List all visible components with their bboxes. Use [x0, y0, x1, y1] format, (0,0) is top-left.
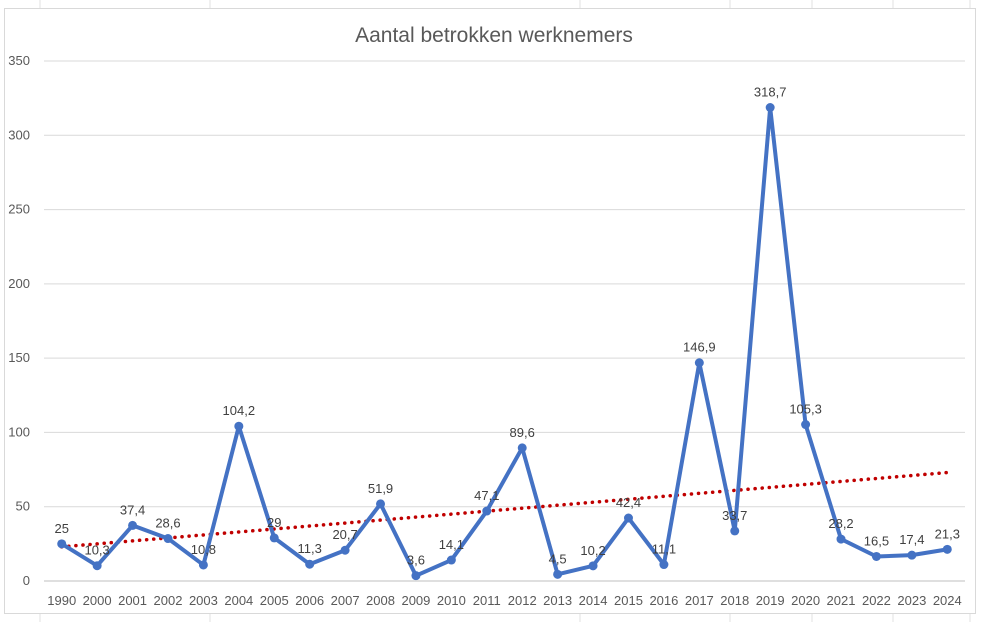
- data-label-layer: 25 10,3 37,4 28,6 10,8 104,2 29 11,3 20,7 51,9 3,6…: [54, 85, 959, 568]
- x-tick-label: 2007: [331, 593, 360, 608]
- data-label: 318,7: [754, 85, 787, 100]
- data-point: [57, 539, 67, 549]
- y-tick-label: 0: [23, 573, 30, 588]
- data-point: [588, 561, 598, 571]
- data-point: [836, 534, 846, 544]
- data-point: [694, 358, 704, 368]
- data-label: 3,6: [407, 553, 425, 568]
- x-tick-label: 1990: [47, 593, 76, 608]
- y-tick-label: 50: [16, 499, 30, 514]
- x-tick-label: 2017: [685, 593, 714, 608]
- data-label: 28,2: [828, 516, 853, 531]
- data-label: 37,4: [120, 502, 145, 517]
- y-tick-label: 200: [8, 276, 30, 291]
- x-tick-label: 2015: [614, 593, 643, 608]
- trendline: [59, 470, 950, 549]
- data-point: [907, 550, 917, 560]
- x-tick-label: 2014: [579, 593, 608, 608]
- data-point: [801, 420, 811, 430]
- chart-title: Aantal betrokken werknemers: [355, 24, 633, 47]
- x-tick-label: 2016: [649, 593, 678, 608]
- data-point: [305, 559, 315, 569]
- series-line: [59, 105, 950, 578]
- data-label: 4,5: [549, 551, 567, 566]
- x-tick-label: 2005: [260, 593, 289, 608]
- data-label: 42,4: [616, 495, 641, 510]
- y-tick-label: 300: [8, 127, 30, 142]
- data-label: 10,8: [191, 542, 216, 557]
- line-chart: Aantal betrokken werknemers 0 50 100 150 200…: [8, 24, 965, 608]
- x-tick-label: 2020: [791, 593, 820, 608]
- data-label: 89,6: [510, 425, 535, 440]
- chart-area[interactable]: Aantal betrokken werknemers 0 50 100 150 200…: [4, 8, 976, 614]
- x-axis-ticks: 1990 2000 2001 2002 2003 2004 2005 2006 2007 2008…: [47, 593, 961, 608]
- data-label: 10,2: [580, 543, 605, 558]
- data-label: 14,1: [439, 537, 464, 552]
- data-label: 17,4: [899, 532, 924, 547]
- x-tick-label: 2022: [862, 593, 891, 608]
- x-tick-label: 2012: [508, 593, 537, 608]
- gridlines: [44, 60, 965, 582]
- x-tick-label: 2001: [118, 593, 147, 608]
- data-point: [517, 443, 527, 453]
- y-tick-label: 350: [8, 53, 30, 68]
- x-tick-label: 2021: [827, 593, 856, 608]
- data-label: 21,3: [935, 526, 960, 541]
- x-tick-label: 2004: [224, 593, 253, 608]
- y-tick-label: 150: [8, 350, 30, 365]
- y-tick-label: 100: [8, 424, 30, 439]
- data-point: [623, 513, 633, 523]
- x-tick-label: 2013: [543, 593, 572, 608]
- data-point: [765, 103, 775, 113]
- y-axis-ticks: 0 50 100 150 200 250 300 350: [8, 53, 30, 588]
- data-point: [269, 533, 279, 543]
- data-point: [128, 520, 138, 530]
- data-label: 20,7: [332, 527, 357, 542]
- x-tick-label: 2010: [437, 593, 466, 608]
- x-tick-label: 2003: [189, 593, 218, 608]
- data-point: [411, 571, 421, 581]
- data-point: [659, 560, 669, 570]
- data-label: 16,5: [864, 533, 889, 548]
- data-point: [942, 544, 952, 554]
- data-label: 25: [54, 521, 68, 536]
- data-label: 104,2: [223, 403, 256, 418]
- x-tick-label: 2023: [897, 593, 926, 608]
- data-label: 28,6: [155, 516, 180, 531]
- data-label: 51,9: [368, 481, 393, 496]
- data-label: 33,7: [722, 508, 747, 523]
- data-point: [92, 561, 102, 571]
- x-tick-label: 2009: [401, 593, 430, 608]
- x-tick-label: 2008: [366, 593, 395, 608]
- data-point: [198, 560, 208, 570]
- data-point: [553, 569, 563, 579]
- data-label: 105,3: [789, 402, 822, 417]
- x-tick-label: 2000: [83, 593, 112, 608]
- data-label: 11,1: [652, 542, 676, 557]
- data-label: 47,1: [474, 488, 499, 503]
- data-point: [234, 421, 244, 431]
- data-point: [730, 526, 740, 536]
- data-point: [482, 506, 492, 516]
- x-tick-label: 2011: [473, 593, 501, 608]
- x-tick-label: 2006: [295, 593, 324, 608]
- data-point: [376, 499, 386, 509]
- data-label: 11,3: [298, 541, 322, 556]
- x-tick-label: 2019: [756, 593, 785, 608]
- series-layer: [57, 103, 952, 581]
- trendline-layer: [59, 470, 950, 549]
- x-tick-label: 2024: [933, 593, 962, 608]
- data-point: [340, 545, 350, 555]
- data-label: 29: [267, 515, 281, 530]
- x-tick-label: 2018: [720, 593, 749, 608]
- data-point: [871, 551, 881, 561]
- data-point: [163, 534, 173, 544]
- data-label: 10,3: [84, 543, 109, 558]
- y-tick-label: 250: [8, 202, 30, 217]
- x-tick-label: 2002: [154, 593, 183, 608]
- data-label: 146,9: [683, 340, 716, 355]
- data-point: [446, 555, 456, 565]
